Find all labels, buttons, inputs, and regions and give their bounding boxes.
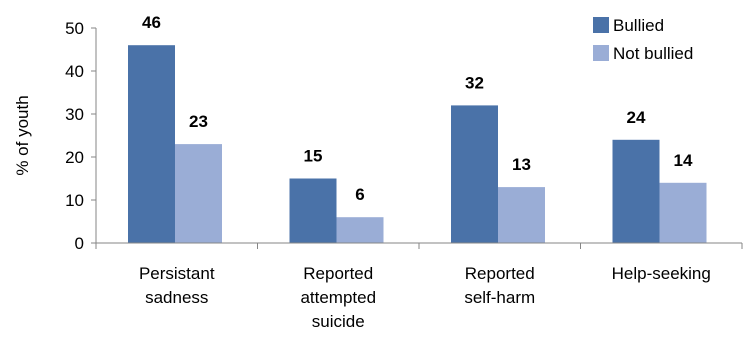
y-tick-label: 0 bbox=[75, 234, 84, 253]
category-label: Help-seeking bbox=[612, 264, 711, 283]
legend-swatch bbox=[593, 17, 609, 33]
category-label-line: Reported bbox=[465, 264, 535, 283]
y-tick-label: 40 bbox=[65, 62, 84, 81]
data-label: 24 bbox=[627, 108, 646, 127]
bar-bullied bbox=[612, 139, 660, 243]
category-label-line: Reported bbox=[303, 264, 373, 283]
data-label: 15 bbox=[304, 147, 323, 166]
y-tick-label: 30 bbox=[65, 105, 84, 124]
x-axis-ticks bbox=[95, 243, 743, 249]
bar-not-bullied bbox=[336, 217, 384, 243]
bar-not-bullied bbox=[659, 182, 707, 243]
data-label: 6 bbox=[355, 185, 364, 204]
category-label-line: attempted bbox=[300, 288, 376, 307]
category-label: Reported self-harm bbox=[464, 264, 535, 307]
category-label: Persistant sadness bbox=[139, 264, 215, 307]
y-tick-label: 10 bbox=[65, 191, 84, 210]
category-label-line: sadness bbox=[145, 288, 208, 307]
legend-swatch bbox=[593, 45, 609, 61]
legend: Bullied Not bullied bbox=[593, 16, 693, 63]
bar-bullied bbox=[289, 178, 337, 243]
y-tick-label: 50 bbox=[65, 19, 84, 38]
data-labels-group: 46 23 15 6 32 13 24 14 bbox=[142, 13, 693, 204]
legend-label: Bullied bbox=[613, 16, 664, 35]
category-label-line: suicide bbox=[312, 312, 365, 331]
y-axis-ticks: 0 10 20 30 40 50 bbox=[65, 19, 96, 253]
y-tick-label: 20 bbox=[65, 148, 84, 167]
data-label: 46 bbox=[142, 13, 161, 32]
category-label: Reported attempted suicide bbox=[300, 264, 376, 331]
legend-label: Not bullied bbox=[613, 44, 693, 63]
data-label: 13 bbox=[512, 155, 531, 174]
category-label-line: self-harm bbox=[464, 288, 535, 307]
category-label-line: Persistant bbox=[139, 264, 215, 283]
bars-group bbox=[128, 45, 707, 244]
data-label: 14 bbox=[674, 151, 693, 170]
data-label: 32 bbox=[465, 73, 484, 92]
bar-not-bullied bbox=[498, 187, 545, 243]
y-axis-title: % of youth bbox=[13, 95, 32, 175]
category-labels-group: Persistant sadness Reported attempted suicid… bbox=[139, 264, 711, 331]
data-label: 23 bbox=[189, 112, 208, 131]
category-label-line: Help-seeking bbox=[612, 264, 711, 283]
bar-bullied bbox=[128, 45, 175, 244]
bar-not-bullied bbox=[175, 144, 222, 243]
bar-bullied bbox=[451, 105, 498, 244]
